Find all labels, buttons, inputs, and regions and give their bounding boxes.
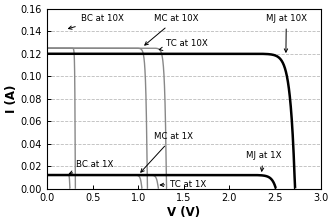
- Text: BC at 1X: BC at 1X: [69, 160, 114, 174]
- Text: MC at 1X: MC at 1X: [141, 132, 193, 172]
- Text: TC at 1X: TC at 1X: [160, 179, 206, 189]
- Text: MJ at 1X: MJ at 1X: [246, 151, 281, 171]
- Text: TC at 10X: TC at 10X: [159, 39, 207, 51]
- Text: BC at 10X: BC at 10X: [69, 15, 124, 29]
- Text: MC at 10X: MC at 10X: [145, 15, 198, 45]
- X-axis label: V (V): V (V): [167, 206, 200, 219]
- Text: MJ at 10X: MJ at 10X: [266, 15, 307, 52]
- Y-axis label: I (A): I (A): [5, 84, 18, 113]
